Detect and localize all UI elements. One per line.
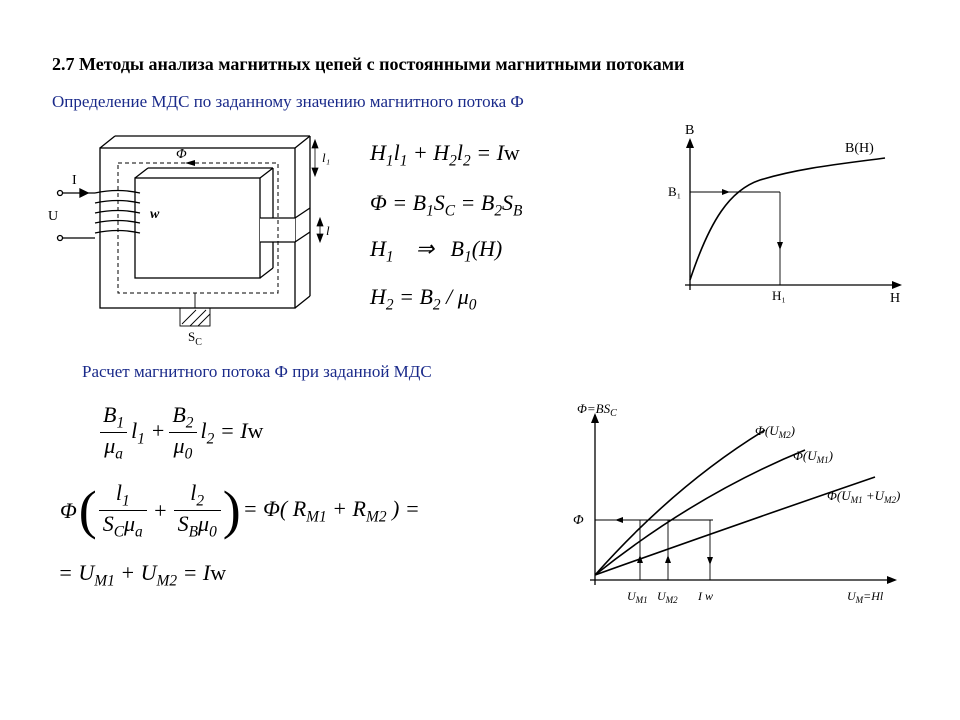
x-umhl: UM=Hl <box>847 589 884 605</box>
c2-label: Φ(UM1) <box>793 448 833 465</box>
equation-1: H1l1 + H2l2 = Iw <box>370 140 520 170</box>
equation-4: H2 = B2 / μ0 <box>370 284 476 314</box>
equation-6: Φ ( l1 SCμa + l2 SBμ0 ) = Φ( RM1 + RM2 )… <box>60 480 420 542</box>
c1-label: Φ(UM2) <box>755 423 795 440</box>
equation-5: B1 μa l1 + B2 μ0 l2 = Iw <box>100 402 267 464</box>
curve-bh: B(H) <box>845 141 874 156</box>
core-diagram: I U Φ w l₁ l₂ SC <box>40 118 330 348</box>
phi-mark: Φ <box>573 513 584 528</box>
label-I: I <box>72 173 77 188</box>
equation-3: H1 ⇒ B1(H) <box>370 236 502 266</box>
x-um1: UM1 <box>627 589 648 605</box>
label-l2: l₂ <box>326 223 330 238</box>
mark-b1: B₁ <box>668 184 681 199</box>
bh-chart: B H B(H) B₁ H₁ <box>660 120 920 320</box>
c3-label: Φ(UM1 +UM2) <box>827 488 900 505</box>
x-um2: UM2 <box>657 589 678 605</box>
phi-chart: Φ=BSC Φ(UM2) Φ(UM1) Φ(UM1 +UM2) Φ UM1 UM… <box>545 400 945 650</box>
label-U: U <box>48 209 58 224</box>
label-l1: l₁ <box>322 150 330 165</box>
subtitle-2: Расчет магнитного потока Ф при заданной … <box>82 362 432 382</box>
axis-h: H <box>890 291 900 306</box>
subtitle-1: Определение МДС по заданному значению ма… <box>52 92 524 112</box>
equation-7: = UM1 + UM2 = Iw <box>58 560 226 590</box>
label-w: w <box>150 207 160 222</box>
axis-b: B <box>685 123 694 138</box>
section-title: 2.7 Методы анализа магнитных цепей с пос… <box>52 54 684 75</box>
phi-ylab: Φ=BSC <box>577 401 617 419</box>
equation-2: Φ = B1SC = B2SB <box>370 190 522 220</box>
label-Sc: SC <box>188 329 202 348</box>
label-phi: Φ <box>176 147 187 162</box>
mark-h1: H₁ <box>772 288 786 303</box>
x-iw: I w <box>697 589 713 603</box>
